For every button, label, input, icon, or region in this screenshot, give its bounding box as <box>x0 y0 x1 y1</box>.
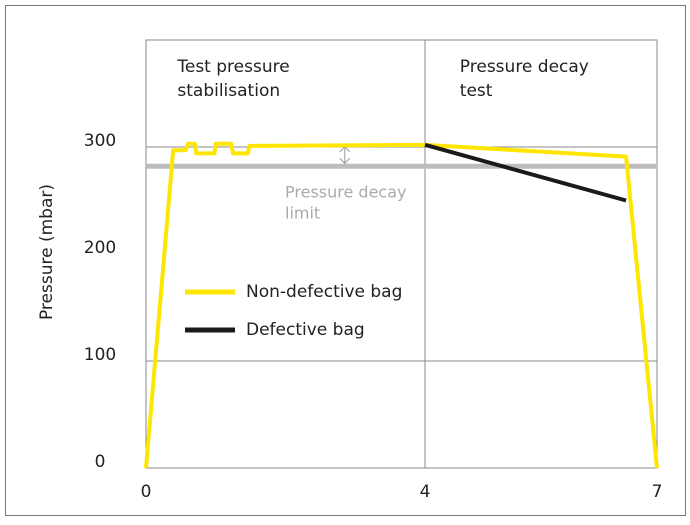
series-line <box>424 142 627 203</box>
legend-label: Non-defective bag <box>246 282 402 302</box>
x-tick-label: 7 <box>652 482 663 502</box>
limit-arrow <box>339 146 351 164</box>
x-tick-label: 0 <box>141 482 152 502</box>
limit-label: limit <box>285 204 320 223</box>
series-line <box>144 141 659 469</box>
y-axis-label: Pressure (mbar) <box>37 184 57 320</box>
limit-label: Pressure decay <box>285 183 406 202</box>
x-tick-label: 4 <box>420 482 431 502</box>
outer-border <box>5 5 686 516</box>
y-tick-label: 200 <box>84 238 116 258</box>
y-tick-label: 300 <box>84 131 116 151</box>
y-tick-label: 0 <box>95 452 106 472</box>
section-label: stabilisation <box>177 81 280 101</box>
section-label: Test pressure <box>176 57 289 77</box>
plot-frame <box>145 39 658 469</box>
y-tick-label: 100 <box>84 345 116 365</box>
legend-label: Defective bag <box>246 320 365 340</box>
section-label: test <box>460 81 493 101</box>
section-label: Pressure decay <box>460 57 589 77</box>
